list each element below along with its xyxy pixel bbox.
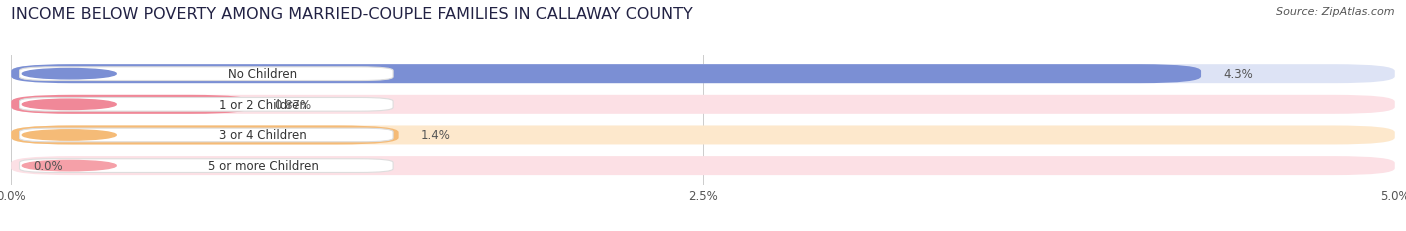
FancyBboxPatch shape — [20, 159, 394, 173]
Text: 1.4%: 1.4% — [420, 129, 451, 142]
FancyBboxPatch shape — [11, 95, 252, 114]
Text: Source: ZipAtlas.com: Source: ZipAtlas.com — [1277, 7, 1395, 17]
Text: No Children: No Children — [228, 68, 298, 81]
Text: 5 or more Children: 5 or more Children — [208, 159, 318, 172]
FancyBboxPatch shape — [11, 95, 1395, 114]
FancyBboxPatch shape — [11, 65, 1201, 84]
Circle shape — [22, 100, 117, 110]
Circle shape — [22, 130, 117, 140]
FancyBboxPatch shape — [20, 98, 394, 112]
Text: 0.87%: 0.87% — [274, 98, 311, 111]
Text: INCOME BELOW POVERTY AMONG MARRIED-COUPLE FAMILIES IN CALLAWAY COUNTY: INCOME BELOW POVERTY AMONG MARRIED-COUPL… — [11, 7, 693, 22]
Text: 1 or 2 Children: 1 or 2 Children — [219, 98, 307, 111]
FancyBboxPatch shape — [11, 126, 1395, 145]
FancyBboxPatch shape — [20, 129, 394, 142]
Circle shape — [22, 161, 117, 171]
FancyBboxPatch shape — [11, 126, 399, 145]
Text: 4.3%: 4.3% — [1223, 68, 1253, 81]
Text: 3 or 4 Children: 3 or 4 Children — [219, 129, 307, 142]
Circle shape — [22, 69, 117, 79]
FancyBboxPatch shape — [20, 67, 394, 81]
FancyBboxPatch shape — [11, 156, 1395, 175]
Text: 0.0%: 0.0% — [34, 159, 63, 172]
FancyBboxPatch shape — [11, 65, 1395, 84]
